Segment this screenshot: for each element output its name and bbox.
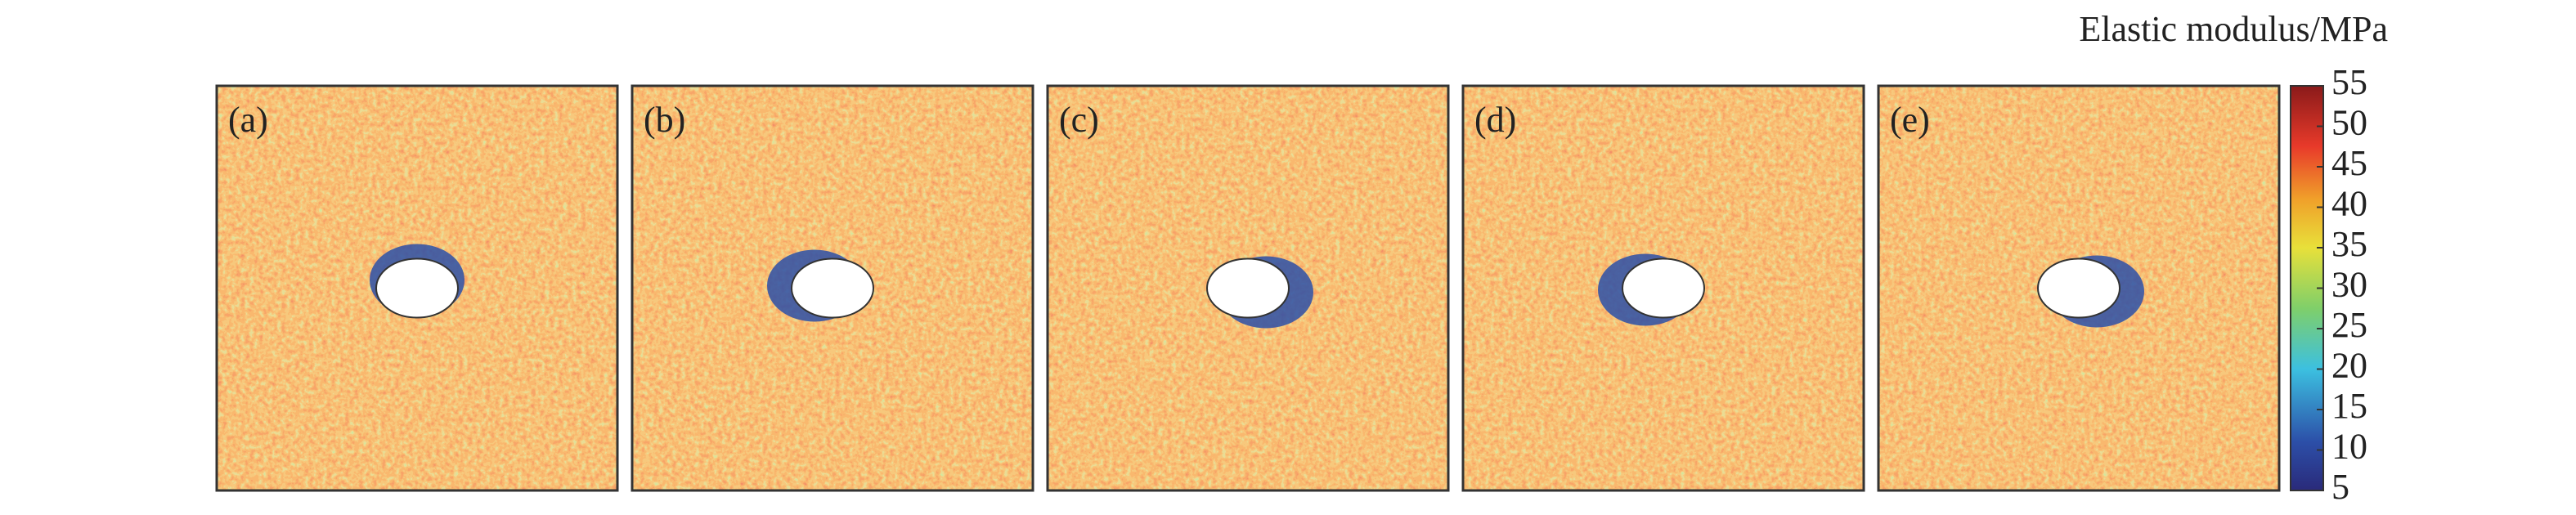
panel-label: (c) <box>1059 100 1099 140</box>
colorbar-tick-label: 10 <box>2331 427 2367 467</box>
hole <box>1622 258 1705 319</box>
panel-frame <box>1877 84 2281 492</box>
colorbar-tick-label: 40 <box>2331 184 2367 224</box>
panel: (b) <box>631 84 1034 492</box>
panel-frame <box>1461 84 1865 492</box>
hole <box>2037 258 2120 319</box>
panel: (d) <box>1461 84 1865 492</box>
colorbar-tick-label: 30 <box>2331 265 2367 305</box>
colorbar-tick-label: 15 <box>2331 386 2367 426</box>
hole <box>1206 258 1290 319</box>
panel-frame <box>1046 84 1450 492</box>
panel-label: (e) <box>1890 100 1930 140</box>
colorbar-tick-label: 45 <box>2331 143 2367 183</box>
panel-frame <box>215 84 619 492</box>
panel: (a) <box>215 84 619 492</box>
panel-label: (b) <box>644 100 685 140</box>
panel-label: (d) <box>1474 100 1516 140</box>
colorbar-tick-label: 55 <box>2331 62 2367 102</box>
colorbar-tick-label: 35 <box>2331 224 2367 264</box>
panel: (c) <box>1046 84 1450 492</box>
hole <box>375 258 459 319</box>
colorbar-tick-label: 20 <box>2331 346 2367 386</box>
panel-label: (a) <box>228 100 268 140</box>
colorbar-tick-label: 50 <box>2331 103 2367 143</box>
panel: (e) <box>1877 84 2281 492</box>
colorbar-title: Elastic modulus/MPa <box>2079 9 2388 49</box>
panel-frame <box>631 84 1034 492</box>
colorbar-tick-label: 25 <box>2331 305 2367 345</box>
colorbar-tick-label: 5 <box>2331 467 2349 507</box>
hole <box>791 258 874 319</box>
